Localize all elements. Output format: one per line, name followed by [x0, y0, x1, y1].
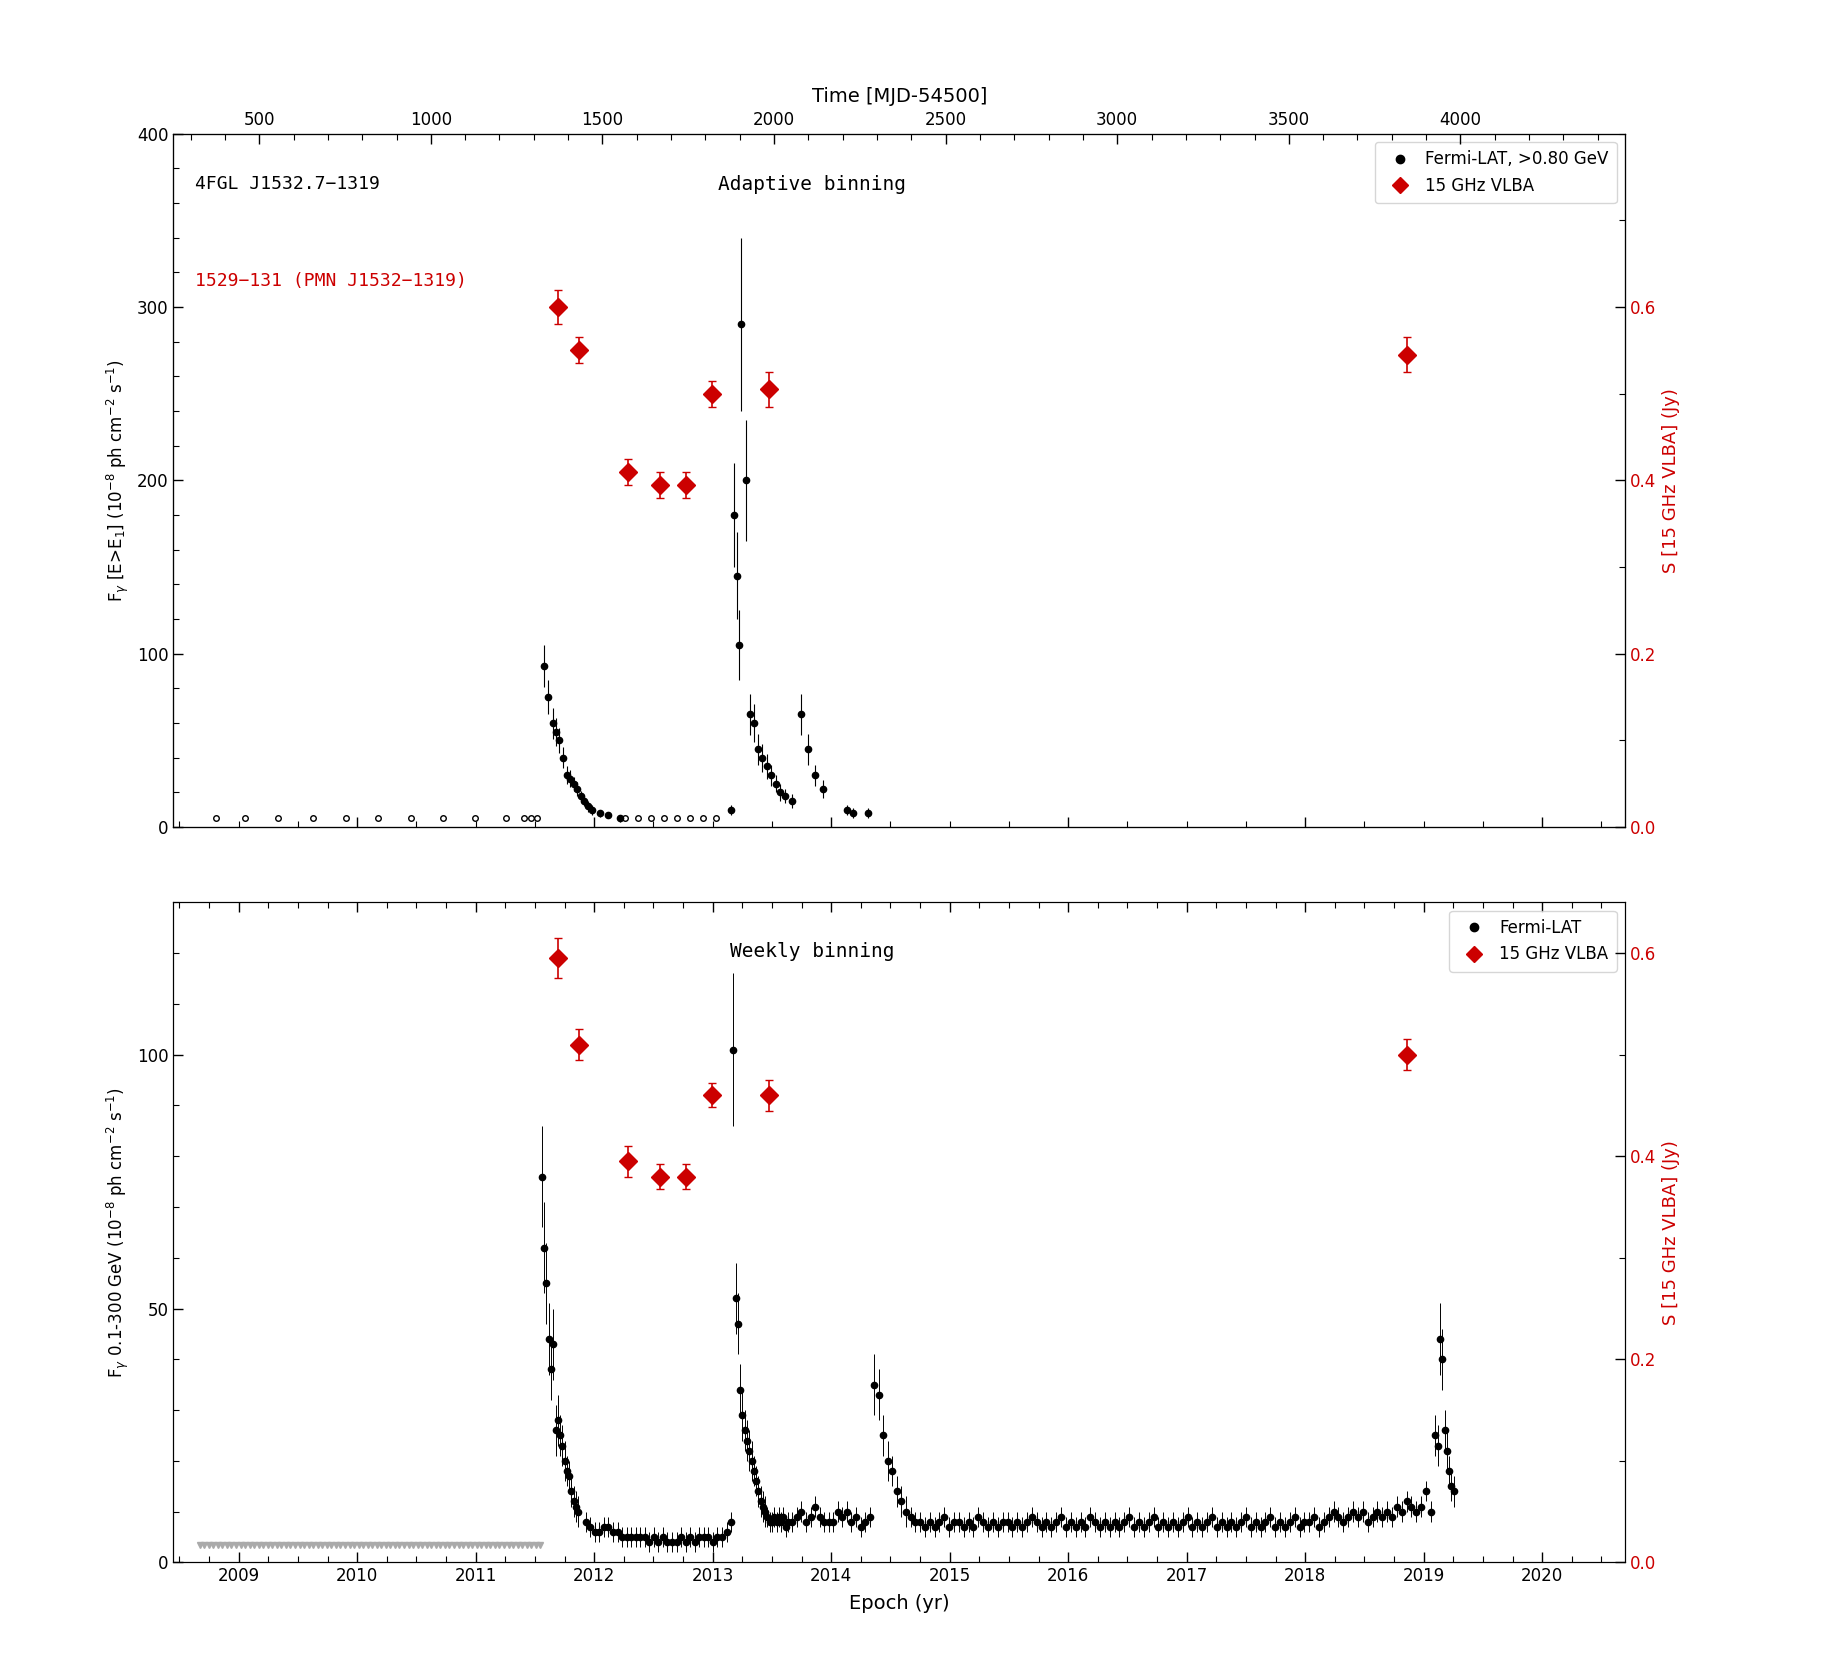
- Text: 1529−131 (PMN J1532−1319): 1529−131 (PMN J1532−1319): [195, 272, 467, 291]
- Text: 4FGL J1532.7−1319: 4FGL J1532.7−1319: [195, 175, 380, 194]
- X-axis label: Epoch (yr): Epoch (yr): [849, 1594, 950, 1613]
- Y-axis label: F$_\gamma$ 0.1-300 GeV (10$^{-8}$ ph cm$^{-2}$ s$^{-1}$): F$_\gamma$ 0.1-300 GeV (10$^{-8}$ ph cm$…: [106, 1086, 131, 1379]
- Y-axis label: S [15 GHz VLBA] (Jy): S [15 GHz VLBA] (Jy): [1662, 1140, 1680, 1325]
- Legend: Fermi-LAT, 15 GHz VLBA: Fermi-LAT, 15 GHz VLBA: [1450, 911, 1616, 971]
- Text: Weekly binning: Weekly binning: [730, 942, 895, 961]
- Text: Adaptive binning: Adaptive binning: [718, 175, 906, 194]
- Y-axis label: F$_\gamma$ [E>E$_1$] (10$^{-8}$ ph cm$^{-2}$ s$^{-1}$): F$_\gamma$ [E>E$_1$] (10$^{-8}$ ph cm$^{…: [106, 359, 131, 602]
- Y-axis label: S [15 GHz VLBA] (Jy): S [15 GHz VLBA] (Jy): [1662, 388, 1680, 573]
- X-axis label: Time [MJD-54500]: Time [MJD-54500]: [811, 87, 988, 107]
- Legend: Fermi-LAT, >0.80 GeV, 15 GHz VLBA: Fermi-LAT, >0.80 GeV, 15 GHz VLBA: [1375, 142, 1616, 202]
